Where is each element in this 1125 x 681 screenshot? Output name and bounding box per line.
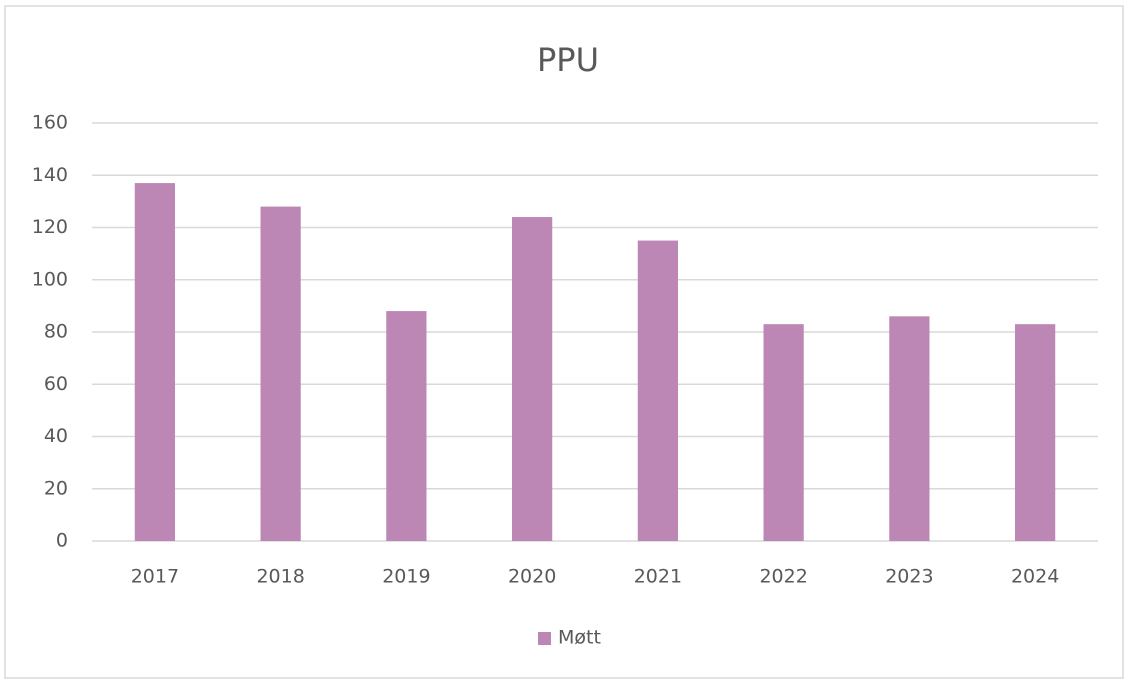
legend-swatch [538, 632, 551, 645]
bar [763, 324, 804, 541]
x-tick-label: 2019 [382, 566, 430, 588]
legend-label: Møtt [558, 627, 601, 649]
x-tick-label: 2023 [885, 566, 933, 588]
bar [889, 316, 930, 541]
y-tick-label: 140 [32, 164, 68, 186]
x-tick-label: 2017 [131, 566, 179, 588]
y-tick-label: 100 [32, 268, 68, 290]
bar [386, 311, 427, 541]
chart-title: PPU [537, 41, 599, 79]
x-tick-label: 2020 [508, 566, 556, 588]
x-tick-label: 2018 [256, 566, 304, 588]
x-tick-label: 2022 [759, 566, 807, 588]
y-tick-label: 80 [44, 321, 68, 343]
y-tick-label: 20 [44, 477, 68, 499]
bar [134, 183, 175, 541]
bar [637, 240, 678, 541]
y-tick-label: 60 [44, 373, 68, 395]
bar [512, 217, 553, 542]
y-tick-label: 160 [32, 112, 68, 134]
x-tick-label: 2024 [1011, 566, 1059, 588]
bar [1015, 324, 1056, 541]
bar [260, 206, 301, 541]
y-tick-label: 40 [44, 425, 68, 447]
y-tick-label: 0 [56, 530, 68, 552]
x-tick-label: 2021 [634, 566, 682, 588]
y-tick-label: 120 [32, 216, 68, 238]
chart-frame [4, 5, 1124, 679]
